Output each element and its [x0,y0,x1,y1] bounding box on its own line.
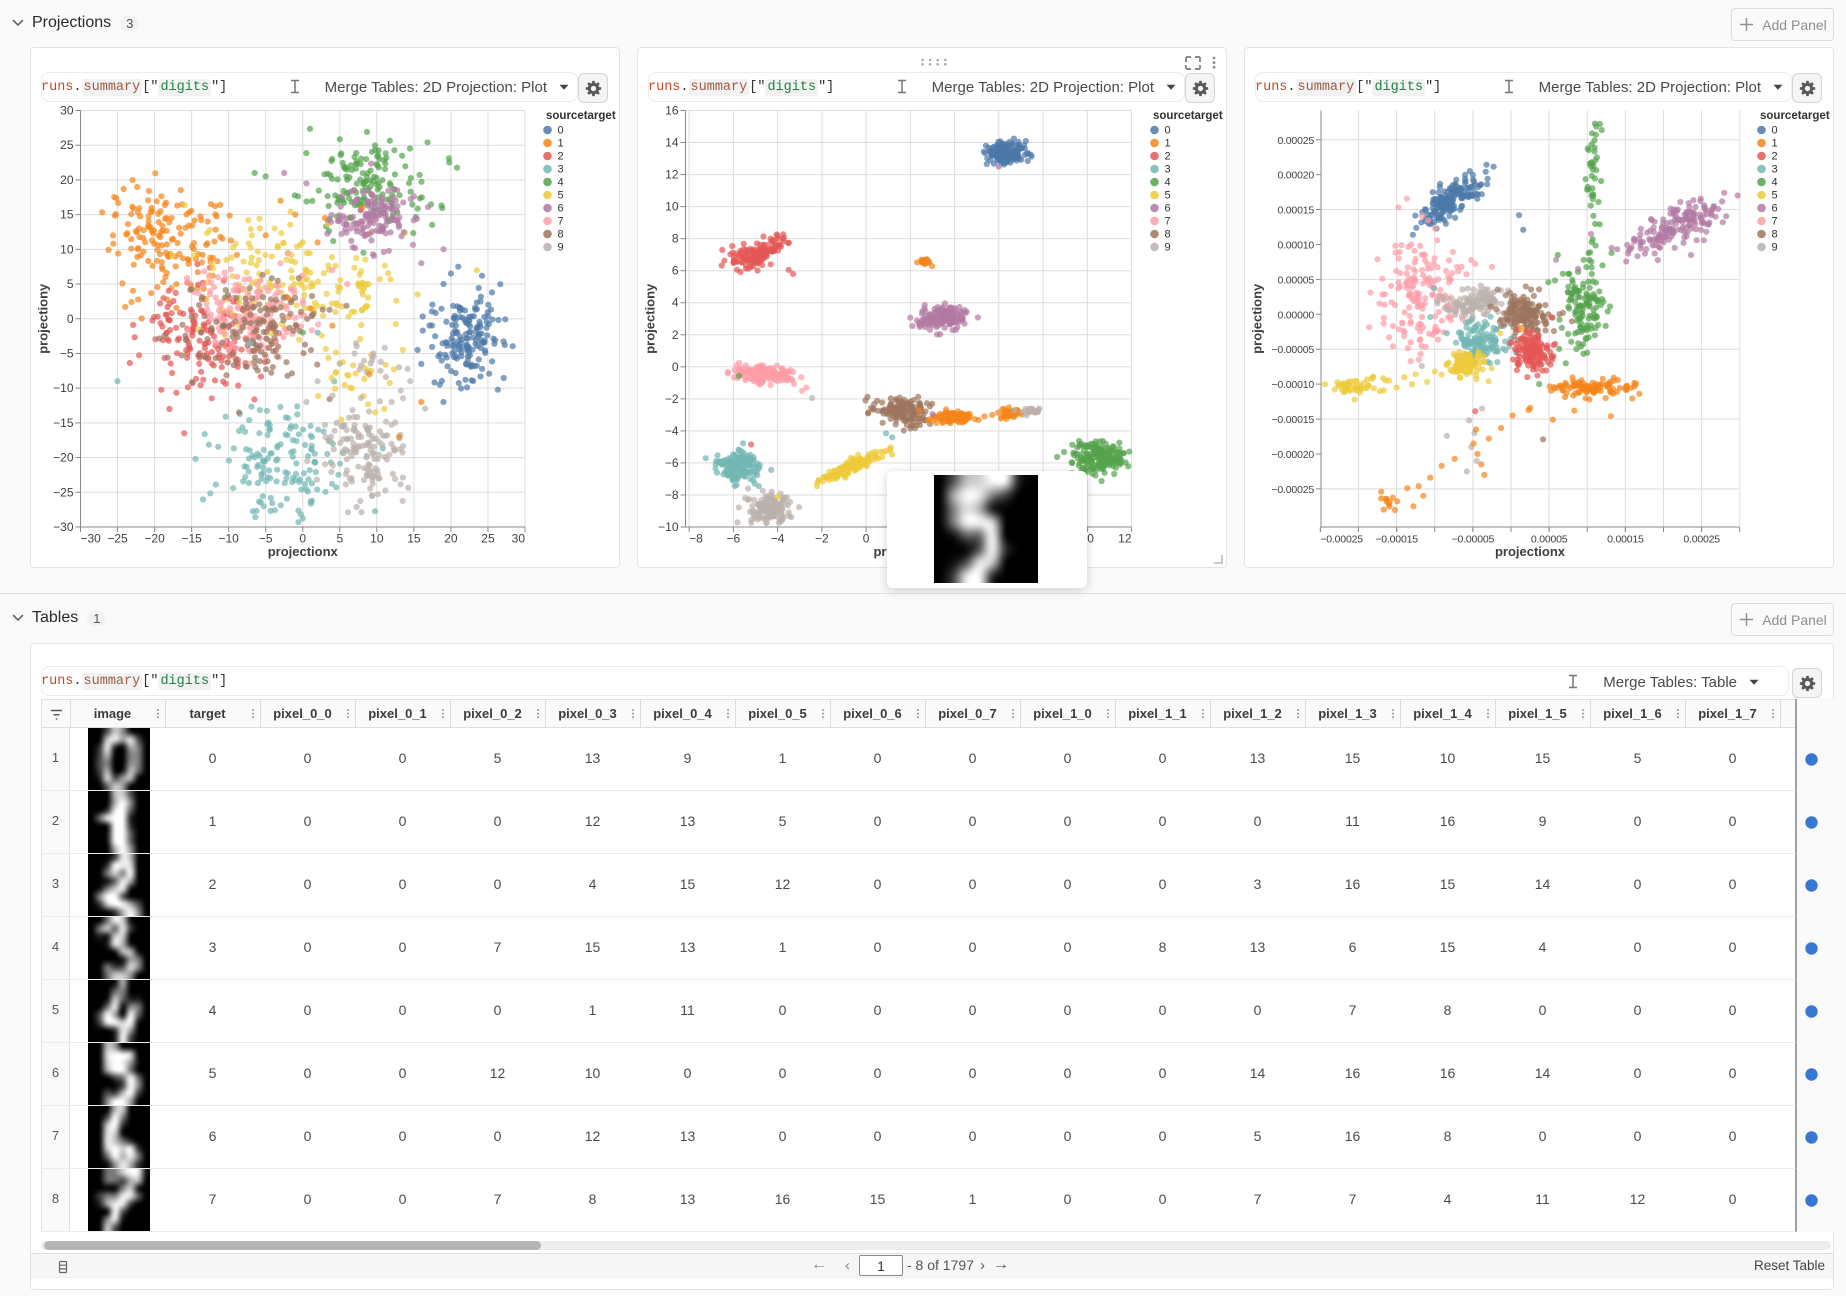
svg-text:7: 7 [558,216,564,228]
svg-text:30: 30 [512,532,526,546]
svg-text:6: 6 [672,264,679,278]
svg-text:5: 5 [336,532,343,546]
svg-text:8: 8 [672,232,679,246]
svg-text:−25: −25 [53,485,74,499]
svg-text:4: 4 [1772,177,1778,189]
svg-text:3: 3 [1165,164,1171,176]
svg-text:12: 12 [665,168,679,182]
svg-text:−2: −2 [815,532,829,546]
svg-text:10: 10 [665,200,679,214]
svg-text:10: 10 [370,532,384,546]
svg-text:0: 0 [67,312,74,326]
svg-text:0.00025: 0.00025 [1277,135,1314,147]
svg-text:5: 5 [67,277,74,291]
svg-text:projectiony: projectiony [1250,283,1265,354]
svg-text:30: 30 [60,104,74,118]
svg-text:sourcetarget: sourcetarget [1153,110,1223,122]
svg-text:−5: −5 [60,346,74,360]
svg-text:25: 25 [60,138,74,152]
svg-text:−10: −10 [53,381,74,395]
svg-text:−0.00020: −0.00020 [1272,449,1315,461]
svg-text:−20: −20 [144,532,165,546]
svg-text:sourcetarget: sourcetarget [546,110,616,122]
svg-text:15: 15 [60,208,74,222]
svg-text:6: 6 [1165,203,1171,215]
svg-text:1: 1 [1772,138,1778,150]
svg-text:9: 9 [1165,242,1171,254]
svg-text:0.00000: 0.00000 [1277,309,1314,321]
svg-text:6: 6 [1772,203,1778,215]
svg-text:−30: −30 [81,532,102,546]
svg-text:16: 16 [665,104,679,118]
svg-text:4: 4 [1165,177,1171,189]
svg-text:0: 0 [672,360,679,374]
svg-text:2: 2 [1772,151,1778,163]
svg-text:4: 4 [558,177,564,189]
svg-text:−4: −4 [771,532,785,546]
svg-text:−0.00005: −0.00005 [1272,344,1315,356]
svg-text:6: 6 [558,203,564,215]
svg-text:0: 0 [863,532,870,546]
svg-text:−30: −30 [53,520,74,534]
svg-text:5: 5 [1165,190,1171,202]
svg-text:projectionx: projectionx [268,544,339,559]
svg-text:0.00015: 0.00015 [1607,534,1644,546]
svg-text:−0.00025: −0.00025 [1320,534,1363,546]
svg-text:0.00025: 0.00025 [1683,534,1720,546]
svg-text:−25: −25 [107,532,128,546]
svg-text:sourcetarget: sourcetarget [1760,110,1830,122]
svg-text:−15: −15 [181,532,202,546]
svg-text:3: 3 [1772,164,1778,176]
svg-text:7: 7 [1772,216,1778,228]
svg-text:2: 2 [558,151,564,163]
svg-text:7: 7 [1165,216,1171,228]
svg-text:9: 9 [558,242,564,254]
svg-text:5: 5 [558,190,564,202]
svg-text:15: 15 [407,532,421,546]
svg-text:−10: −10 [658,520,679,534]
svg-text:14: 14 [665,136,679,150]
svg-text:−0.00010: −0.00010 [1272,379,1315,391]
svg-text:projectionx: projectionx [1495,544,1566,559]
svg-text:projectiony: projectiony [36,283,51,354]
svg-text:−8: −8 [665,488,679,502]
svg-text:−0.00015: −0.00015 [1272,414,1315,426]
svg-text:−2: −2 [665,392,679,406]
svg-text:2: 2 [1165,151,1171,163]
svg-text:−0.00025: −0.00025 [1272,484,1315,496]
svg-text:projectiony: projectiony [643,283,658,354]
svg-text:−20: −20 [53,451,74,465]
svg-text:−8: −8 [689,532,703,546]
svg-text:0.00010: 0.00010 [1277,239,1314,251]
svg-text:3: 3 [558,164,564,176]
svg-text:−15: −15 [53,416,74,430]
svg-text:20: 20 [444,532,458,546]
svg-text:0.00005: 0.00005 [1277,274,1314,286]
svg-text:0.00015: 0.00015 [1277,205,1314,217]
svg-text:0: 0 [558,125,564,137]
svg-text:−6: −6 [727,532,741,546]
svg-text:2: 2 [672,328,679,342]
svg-text:−6: −6 [665,456,679,470]
svg-text:10: 10 [60,242,74,256]
svg-text:8: 8 [1165,229,1171,241]
svg-text:−0.00015: −0.00015 [1375,534,1418,546]
svg-text:−5: −5 [259,532,273,546]
svg-text:12: 12 [1118,532,1132,546]
svg-text:4: 4 [672,296,679,310]
svg-text:0.00020: 0.00020 [1277,170,1314,182]
svg-text:−4: −4 [665,424,679,438]
svg-text:0: 0 [299,532,306,546]
svg-text:5: 5 [1772,190,1778,202]
svg-text:8: 8 [558,229,564,241]
svg-text:0: 0 [1772,125,1778,137]
svg-text:0.00005: 0.00005 [1531,534,1568,546]
svg-text:−10: −10 [218,532,239,546]
svg-text:1: 1 [1165,138,1171,150]
svg-text:25: 25 [481,532,495,546]
svg-text:−0.00005: −0.00005 [1452,534,1495,546]
svg-text:0: 0 [1165,125,1171,137]
svg-text:20: 20 [60,173,74,187]
svg-text:1: 1 [558,138,564,150]
